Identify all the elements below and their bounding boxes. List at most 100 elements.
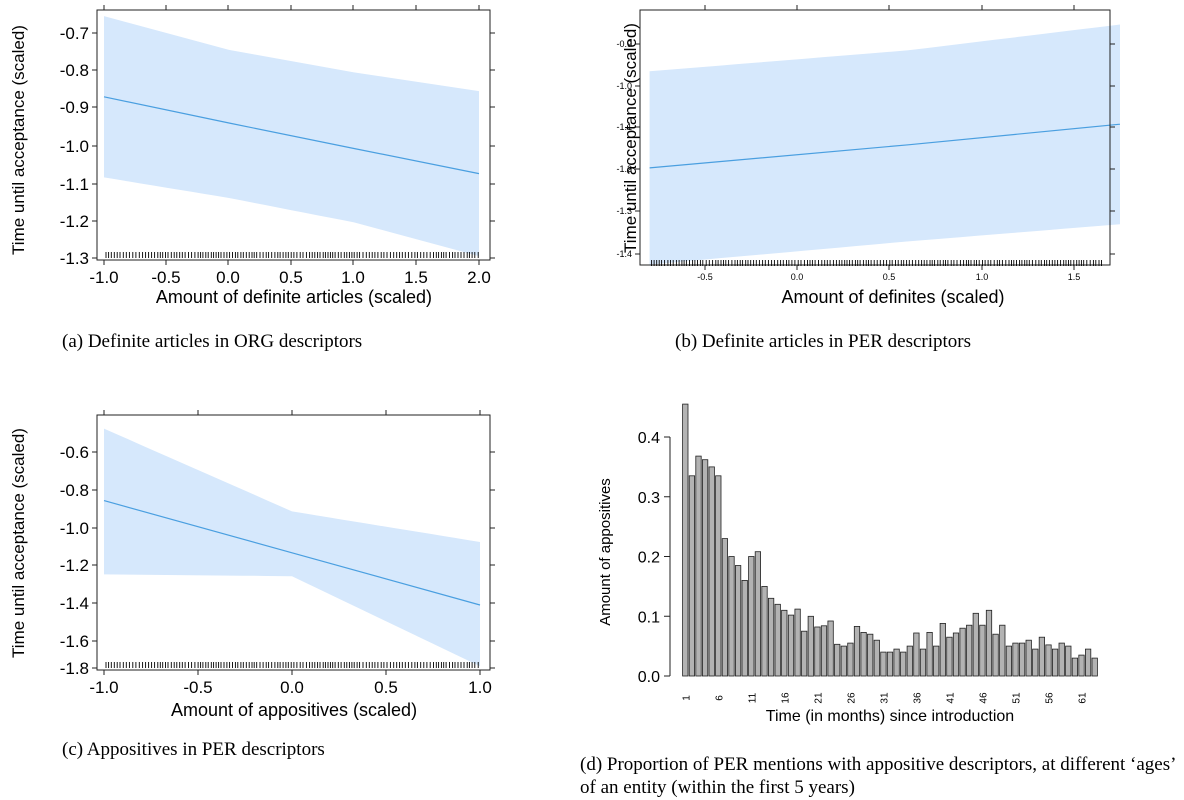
x-tick-label: 41 xyxy=(945,692,956,704)
bar xyxy=(926,631,933,677)
y-tick-label: -1.8 xyxy=(60,659,89,678)
bar xyxy=(992,633,999,677)
x-tick-label: -0.5 xyxy=(697,272,713,282)
x-tick-label: -0.5 xyxy=(151,268,180,287)
x-tick-label: -1.0 xyxy=(89,268,118,287)
bar xyxy=(1032,648,1039,677)
y-tick-label: -0.6 xyxy=(60,443,89,462)
bar xyxy=(867,633,874,677)
bar xyxy=(761,585,768,677)
y-tick-label: -1.6 xyxy=(60,632,89,651)
bar xyxy=(853,625,861,677)
bar xyxy=(748,556,755,677)
bar xyxy=(946,636,953,677)
bar xyxy=(682,403,689,677)
bar xyxy=(933,645,940,677)
x-tick-label: 0.0 xyxy=(216,268,240,287)
bar xyxy=(794,608,801,677)
y-tick-label: -0.8 xyxy=(60,481,89,500)
bar xyxy=(701,459,709,677)
y-tick-label: -0.9 xyxy=(60,98,89,117)
x-tick-label: 26 xyxy=(846,692,857,704)
x-tick-label: 2.0 xyxy=(467,268,491,287)
x-tick-label: 61 xyxy=(1078,692,1089,704)
rug-marks xyxy=(105,662,479,668)
x-tick-label: 36 xyxy=(912,692,923,704)
caption-b: (b) Definite articles in PER descriptors xyxy=(675,331,972,352)
plot-frame xyxy=(96,414,491,671)
x-tick-label: 16 xyxy=(780,692,791,704)
y-tick-label: -0.8 xyxy=(60,61,89,80)
chart-d: 0.00.10.20.30.41 6 11 16 21 26 31 36 41 46 51 56 61 … xyxy=(597,403,1098,725)
x-tick-label: 31 xyxy=(879,692,890,704)
y-tick-label: 0.0 xyxy=(638,669,660,686)
y-tick-label: -1.0 xyxy=(60,137,89,156)
bar xyxy=(985,609,993,677)
caption-a: (a) Definite articles in ORG descriptors xyxy=(62,331,363,352)
x-tick-label: 21 xyxy=(813,692,824,704)
x-tick-label: -0.5 xyxy=(183,678,212,697)
fitted-line xyxy=(103,500,481,606)
bar xyxy=(814,626,821,677)
bar xyxy=(1012,642,1019,677)
x-tick-label: 56 xyxy=(1045,692,1056,704)
x-tick-label: 0.5 xyxy=(883,272,896,282)
x-tick-label: 0.0 xyxy=(791,272,804,282)
bar xyxy=(1071,657,1079,677)
bar xyxy=(1051,648,1059,677)
bar xyxy=(741,579,748,677)
bar xyxy=(886,651,894,677)
fitted-line xyxy=(649,123,1120,169)
bar xyxy=(1091,657,1098,677)
chart-c: -0.6-0.8-1.0-1.2-1.4-1.6-1.8-1.0 -0.5 0.0 0… xyxy=(9,410,495,720)
bar xyxy=(688,475,695,677)
bar xyxy=(834,643,841,677)
rug-marks xyxy=(651,260,1102,266)
y-tick-label: -1.1 xyxy=(60,175,89,194)
x-tick-label: 51 xyxy=(1012,692,1023,704)
bar xyxy=(906,645,913,677)
y-tick-label: -1.4 xyxy=(616,249,632,259)
y-tick-label: 0.1 xyxy=(638,609,660,626)
bar xyxy=(860,631,867,677)
confidence-band xyxy=(104,428,480,667)
bar xyxy=(801,630,808,677)
bar xyxy=(840,645,847,677)
plot-frame xyxy=(96,9,491,261)
y-tick-label: 0.3 xyxy=(638,490,660,507)
y-tick-label: -1.2 xyxy=(60,212,89,231)
chart-a-xlabel: Amount of definite articles (scaled) xyxy=(156,287,432,307)
y-tick-label: -1.2 xyxy=(616,164,632,174)
bar xyxy=(728,556,735,677)
chart-b-ylabel: Time until acceptance (scaled) xyxy=(621,23,640,253)
y-tick-label: -1.0 xyxy=(616,81,632,91)
bar xyxy=(1045,644,1052,677)
caption-d: (d) Proportion of PER mentions with appo… xyxy=(580,754,1176,798)
chart-a-ylabel: Time until acceptance (scaled) xyxy=(9,25,28,255)
bar xyxy=(774,603,781,677)
bar xyxy=(966,624,973,677)
y-tick-label: -1.2 xyxy=(60,556,89,575)
chart-c-ylabel: Time until acceptance (scaled) xyxy=(9,428,28,658)
x-tick-label: 0.0 xyxy=(280,678,304,697)
bar xyxy=(781,609,788,677)
bar xyxy=(999,624,1006,677)
bar xyxy=(919,648,927,677)
bar xyxy=(734,565,742,677)
chart-b-xlabel: Amount of definites (scaled) xyxy=(781,287,1004,307)
caption-c: (c) Appositives in PER descriptors xyxy=(62,739,325,760)
bar xyxy=(1078,654,1085,677)
plot-frame xyxy=(639,9,1111,266)
y-tick-label: -1.4 xyxy=(60,594,89,613)
bar xyxy=(767,597,775,677)
x-tick-label: 1.5 xyxy=(1068,272,1081,282)
bar xyxy=(820,625,828,677)
y-tick-label: -1.1 xyxy=(616,122,632,132)
bar xyxy=(959,627,966,677)
bar xyxy=(1065,645,1072,677)
x-tick-label: 1.0 xyxy=(468,678,492,697)
bar xyxy=(721,538,728,677)
bar xyxy=(754,551,761,677)
x-tick-label: 0.5 xyxy=(374,678,398,697)
x-tick-label: 46 xyxy=(978,692,989,704)
